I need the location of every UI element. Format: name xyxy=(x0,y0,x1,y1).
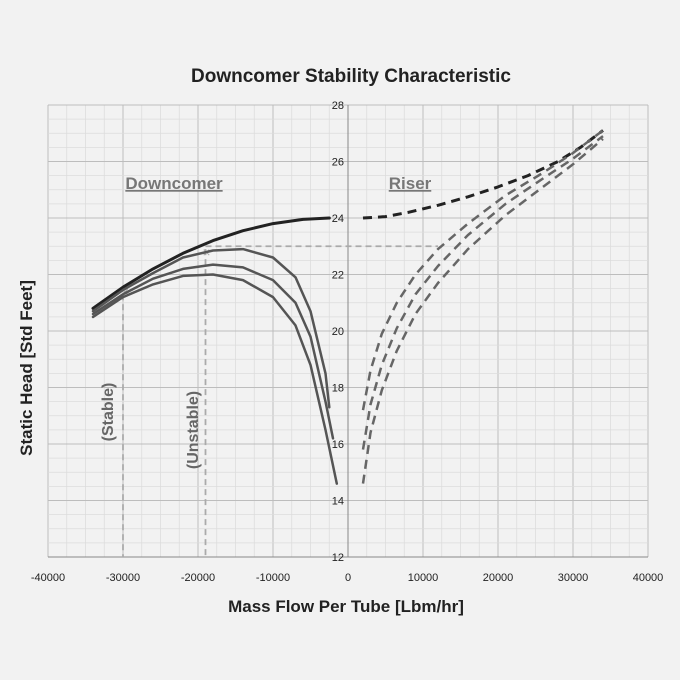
x-tick-label: -10000 xyxy=(256,572,290,584)
series-line-5 xyxy=(362,129,604,220)
series-line-3 xyxy=(91,263,335,440)
x-tick-label: 40000 xyxy=(633,572,664,584)
series-line-4 xyxy=(91,273,339,485)
gridlines xyxy=(47,104,649,558)
y-tick-label: 18 xyxy=(332,383,344,395)
y-tick-label: 16 xyxy=(332,439,344,451)
y-tick-label: 28 xyxy=(332,100,344,112)
x-tick-label: -40000 xyxy=(31,572,65,584)
series-line-8 xyxy=(361,137,604,484)
y-tick-label: 22 xyxy=(332,270,344,282)
tick-labels: -40000 -30000 -20000 -10000 0 10000 20000 30000… xyxy=(31,100,663,584)
x-tick-label: -20000 xyxy=(181,572,215,584)
y-tick-label: 14 xyxy=(332,496,344,508)
y-tick-label: 24 xyxy=(332,213,344,225)
series-line-2 xyxy=(91,247,331,409)
y-axis-label: Static Head [Std Feet] xyxy=(17,280,36,456)
x-tick-label: 0 xyxy=(345,572,351,584)
series-line-1 xyxy=(91,216,331,310)
y-tick-label: 26 xyxy=(332,157,344,169)
x-tick-label: -30000 xyxy=(106,572,140,584)
series-line-6 xyxy=(361,129,604,411)
y-tick-label: 20 xyxy=(332,326,344,338)
x-axis-label: Mass Flow Per Tube [Lbm/hr] xyxy=(228,597,464,616)
x-tick-label: 20000 xyxy=(483,572,514,584)
series-line-7 xyxy=(361,135,604,450)
region-label-downcomer: Downcomer xyxy=(125,174,223,193)
x-tick-label: 10000 xyxy=(408,572,439,584)
annotation-stable: (Stable) xyxy=(100,383,117,442)
region-label-riser: Riser xyxy=(389,174,432,193)
chart-title: Downcomer Stability Characteristic xyxy=(191,66,511,87)
x-tick-label: 30000 xyxy=(558,572,589,584)
y-tick-label: 12 xyxy=(332,552,344,564)
series-group xyxy=(91,129,604,485)
annotation-unstable: (Unstable) xyxy=(185,391,202,469)
stable-point-marker: × xyxy=(121,283,129,299)
